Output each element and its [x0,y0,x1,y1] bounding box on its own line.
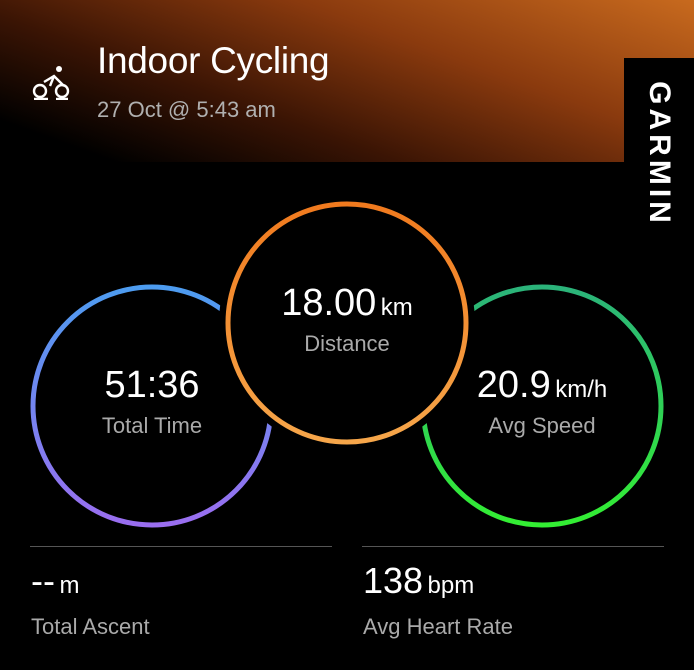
distance-stat[interactable]: 18.00 km Distance [281,282,413,356]
divider [30,546,332,547]
garmin-logo: GARMIN [624,58,694,250]
activity-date: 27 Oct @ 5:43 am [97,97,276,122]
divider [362,546,664,547]
indoor-bike-icon [32,66,70,100]
avg-speed-stat[interactable]: 20.9 km/h Avg Speed [476,364,608,438]
distance-ring [225,201,469,445]
total-time-stat[interactable]: 51:36 Total Time [101,364,203,438]
activity-title: Indoor Cycling [97,40,330,81]
header: Indoor Cycling 27 Oct @ 5:43 am [0,0,694,162]
total-ascent-stat: -- m Total Ascent [31,560,150,639]
avg-heart-rate-stat: 138 bpm Avg Heart Rate [363,560,514,639]
